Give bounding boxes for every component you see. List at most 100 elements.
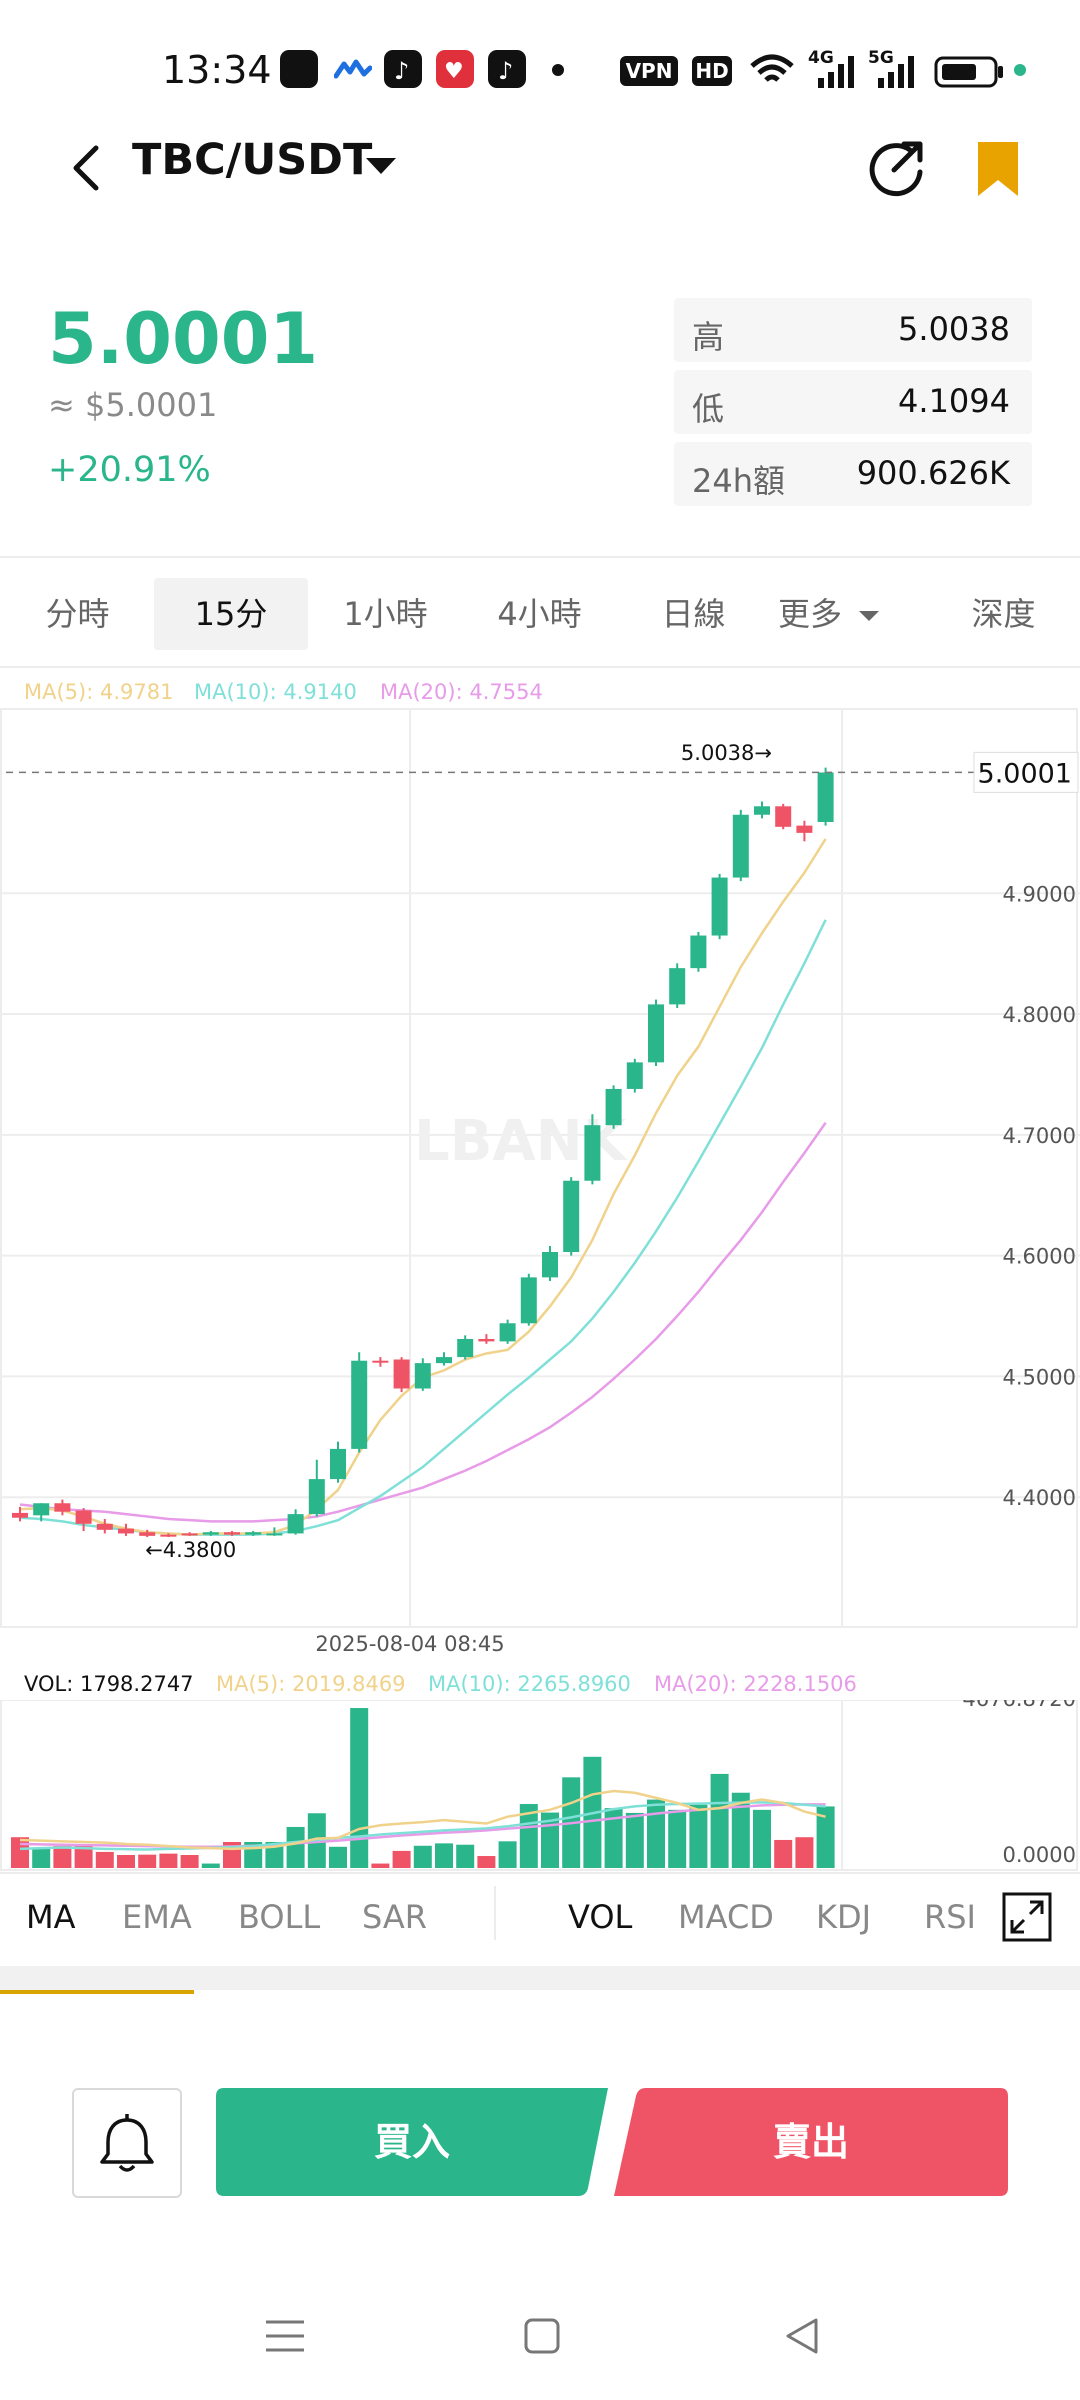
vol-ma10-line <box>19 1801 826 1851</box>
volume-bar <box>774 1839 793 1868</box>
fullscreen-button[interactable] <box>1002 1892 1052 1946</box>
dropdown-caret-icon[interactable] <box>364 156 398 180</box>
network-5g: 5G <box>868 48 894 68</box>
share-button[interactable] <box>864 136 928 200</box>
indicator-ma[interactable]: MA <box>26 1898 76 1936</box>
candle-body <box>330 1448 346 1480</box>
candle-body <box>139 1532 156 1536</box>
volume-bar <box>498 1841 517 1868</box>
expand-icon <box>1002 1892 1052 1942</box>
volume-frame <box>0 1700 1078 1871</box>
volume-bar <box>286 1826 305 1868</box>
volume-bar <box>371 1863 390 1868</box>
tab-more[interactable]: 更多 <box>778 578 898 650</box>
current-price-box <box>973 751 1079 793</box>
vpn-badge: VPN <box>620 56 678 86</box>
candle-body <box>754 806 770 815</box>
indicator-vol[interactable]: VOL <box>568 1898 633 1936</box>
status-bar: 13:34 ♪ ♥ ♪ VPN HD 4G 5G <box>0 0 1080 130</box>
candle-body <box>648 1004 664 1063</box>
candle-body <box>12 1512 28 1518</box>
tab-timeline[interactable]: 分時 <box>45 595 110 633</box>
svg-text:♥: ♥ <box>444 59 464 84</box>
volume-bar <box>329 1846 347 1868</box>
tab-15m[interactable]: 15分 <box>154 578 308 650</box>
volume-bar <box>519 1804 538 1868</box>
back-nav-button[interactable] <box>782 2316 822 2360</box>
candle-body <box>266 1533 283 1536</box>
bookmark-button[interactable] <box>974 140 1022 198</box>
volume-bar <box>413 1845 432 1868</box>
status-time: 13:34 <box>162 48 272 92</box>
pair-title[interactable]: TBC/USDT <box>132 135 373 185</box>
high-annotation: 5.0038→ <box>681 741 772 765</box>
buy-label: 買入 <box>373 2120 450 2164</box>
y-tick-label: 4.9000 <box>1003 882 1076 906</box>
ma20-line <box>19 1122 827 1523</box>
tab-4h[interactable]: 4小時 <box>497 595 582 633</box>
fiat-price: ≈ $5.0001 <box>48 386 218 424</box>
volume-bar <box>668 1809 687 1868</box>
divider <box>0 1872 1080 1874</box>
tab-depth[interactable]: 深度 <box>971 595 1036 633</box>
volume-bar <box>435 1843 453 1868</box>
volume-bar <box>159 1853 178 1868</box>
candle-body <box>690 935 707 969</box>
alert-button[interactable] <box>72 2088 182 2198</box>
dot-icon <box>552 64 564 76</box>
heart-app-icon: ♥ <box>436 50 474 88</box>
volume-bar <box>710 1773 729 1868</box>
candle-body <box>393 1359 410 1389</box>
charging-dot <box>1014 64 1026 76</box>
volume-bar <box>11 1837 29 1868</box>
back-nav-icon <box>786 2318 818 2354</box>
ma10-line <box>19 919 827 1536</box>
candle-body <box>542 1252 558 1278</box>
tab-gray-bar <box>0 1966 1080 1990</box>
bell-icon <box>100 2114 154 2172</box>
stat-high: 高 5.0038 <box>674 298 1032 362</box>
volume-bar <box>689 1804 708 1868</box>
bookmark-icon <box>978 142 1018 196</box>
menu-nav-button[interactable] <box>262 2316 310 2360</box>
signal-icon <box>810 56 856 94</box>
volume-bar <box>795 1837 814 1868</box>
tab-daily[interactable]: 日線 <box>661 595 726 633</box>
low-annotation: ←4.3800 <box>145 1538 236 1562</box>
tab-more-label: 更多 <box>778 595 843 633</box>
volume-bar <box>74 1844 93 1868</box>
indicator-boll[interactable]: BOLL <box>238 1898 321 1936</box>
tab-1h[interactable]: 1小時 <box>343 595 428 633</box>
candlestick-chart[interactable]: 4.40004.50004.60004.70004.80004.9000LBAN… <box>0 708 1080 1668</box>
volume-bar <box>625 1812 644 1868</box>
home-nav-button[interactable] <box>522 2316 562 2360</box>
indicator-sar[interactable]: SAR <box>362 1898 428 1936</box>
candle-body <box>499 1323 516 1342</box>
buy-button[interactable]: 買入 <box>216 2088 608 2196</box>
back-button[interactable] <box>62 140 110 196</box>
indicator-kdj[interactable]: KDJ <box>816 1898 872 1936</box>
candle-body <box>711 877 728 936</box>
volume-bar <box>350 1708 369 1868</box>
sell-button[interactable]: 賣出 <box>614 2088 1008 2196</box>
candle-body <box>308 1479 325 1515</box>
volume-chart[interactable]: 4676.8720 0.0000 <box>0 1700 1080 1872</box>
threads-icon <box>280 50 318 88</box>
hd-badge: HD <box>692 56 732 86</box>
sell-label: 賣出 <box>772 2120 849 2164</box>
candle-body <box>351 1360 368 1449</box>
indicator-rsi[interactable]: RSI <box>924 1898 976 1936</box>
svg-text:♪: ♪ <box>498 57 513 85</box>
indicator-ema[interactable]: EMA <box>122 1898 192 1936</box>
candle-body <box>75 1510 92 1524</box>
divider <box>0 556 1080 558</box>
volume-bar <box>201 1863 220 1868</box>
vol-ma5-line <box>19 1789 826 1851</box>
legend-ma20: MA(20): 4.7554 <box>380 680 543 704</box>
volume-bar <box>117 1854 135 1868</box>
candle-body <box>626 1062 643 1089</box>
signal-icon <box>870 56 916 94</box>
stat-high-value: 5.0038 <box>898 310 1010 348</box>
indicator-macd[interactable]: MACD <box>678 1898 774 1936</box>
current-price-label: 5.0001 <box>978 758 1072 789</box>
